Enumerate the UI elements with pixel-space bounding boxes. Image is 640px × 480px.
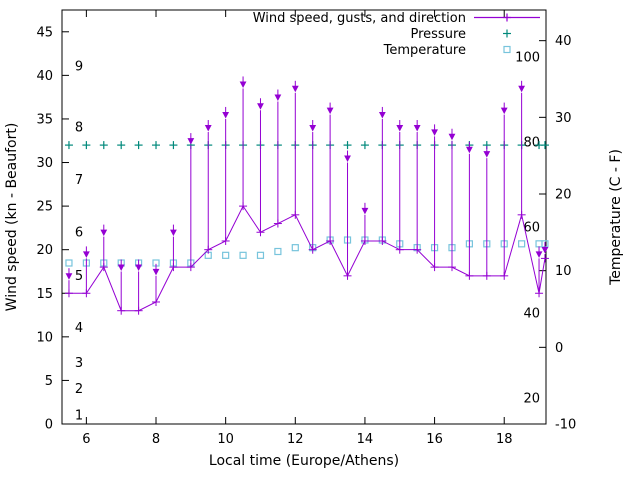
- beaufort-scale-label: 4: [75, 321, 83, 336]
- y-right-tick-label: 40: [555, 34, 572, 49]
- x-axis-label: Local time (Europe/Athens): [209, 453, 399, 469]
- x-tick-label: 14: [357, 432, 374, 447]
- legend-sample-wind: [474, 13, 540, 22]
- fahrenheit-scale-label: 60: [523, 221, 540, 236]
- wind-direction-arrow-icon: [500, 102, 508, 115]
- beaufort-scale-label: 1: [75, 408, 83, 423]
- beaufort-scale-label: 3: [75, 356, 83, 371]
- y-left-tick-label: 15: [36, 287, 53, 302]
- y-right-tick-label: 10: [555, 264, 572, 279]
- wind-direction-arrow-icon: [204, 120, 212, 132]
- wind-direction-arrow-icon: [65, 268, 73, 280]
- beaufort-scale-label: 8: [75, 121, 83, 136]
- y-left-tick-label: 25: [36, 200, 53, 215]
- wind-direction-arrow-icon: [431, 124, 438, 136]
- wind-direction-arrow-icon: [344, 150, 351, 163]
- wind-direction-arrow-icon: [518, 80, 526, 93]
- legend-sample-pressure: [503, 29, 511, 38]
- y-left-tick-label: 5: [45, 374, 53, 389]
- wind-direction-arrow-icon: [222, 106, 230, 119]
- y-left-tick-label: 40: [36, 69, 53, 84]
- wind-direction-arrow-icon: [82, 246, 90, 258]
- wind-direction-arrow-icon: [291, 80, 299, 93]
- wind-direction-arrow-icon: [152, 263, 160, 276]
- tick-labels: 6 8 10 12 14 16 18051015202530354045-100102030…: [36, 25, 576, 447]
- wind-direction-arrow-icon: [100, 224, 108, 237]
- y-left-tick-label: 0: [45, 418, 53, 433]
- fahrenheit-scale-label: 80: [523, 136, 540, 151]
- fahrenheit-scale-label: 100: [515, 51, 540, 66]
- y-right-tick-label: 0: [555, 341, 563, 356]
- wind-direction-arrow-icon: [326, 102, 334, 115]
- beaufort-scale-label: 6: [75, 225, 83, 240]
- y-right-tick-label: 20: [555, 188, 572, 203]
- wind-direction-arrow-icon: [541, 242, 549, 254]
- y-left-tick-label: 45: [36, 25, 53, 40]
- y-left-tick-label: 10: [36, 330, 53, 345]
- wind-direction-arrow-icon: [309, 120, 317, 132]
- beaufort-scale-label: 9: [75, 60, 83, 75]
- y-left-tick-label: 35: [36, 112, 53, 127]
- fahrenheit-scale-label: 20: [523, 392, 540, 407]
- wind-direction-arrow-icon: [239, 76, 247, 88]
- y-axis-label-left: Wind speed (kn - Beaufort): [4, 123, 20, 312]
- wind-direction-arrow-icon: [257, 98, 264, 110]
- wind-series: [64, 76, 549, 315]
- y-right-tick-label: -10: [555, 418, 576, 433]
- legend: Wind speed, gusts, and directionPressure…: [253, 11, 540, 58]
- wind-speed-line: [68, 205, 546, 312]
- fahrenheit-scale-label: 40: [523, 307, 540, 322]
- x-tick-label: 18: [496, 432, 513, 447]
- wind-direction-arrow-icon: [465, 141, 473, 154]
- beaufort-scale-label: 2: [75, 382, 83, 397]
- wind-direction-arrow-icon: [396, 120, 404, 132]
- x-tick-label: 8: [152, 432, 160, 447]
- beaufort-scale-label: 5: [75, 269, 83, 284]
- wind-direction-arrow-icon: [187, 133, 195, 145]
- wind-direction-arrow-icon: [413, 120, 421, 132]
- x-tick-label: 10: [217, 432, 234, 447]
- wind-direction-arrow-icon: [135, 259, 143, 271]
- y-axis-label-right: Temperature (C - F): [608, 149, 624, 286]
- legend-label-pressure: Pressure: [410, 27, 466, 42]
- wind-direction-arrow-icon: [117, 259, 125, 271]
- legend-sample-temperature: [503, 45, 511, 54]
- legend-label-temperature: Temperature: [383, 43, 466, 58]
- x-tick-label: 16: [426, 432, 443, 447]
- wind-direction-arrow-icon: [274, 89, 282, 102]
- legend-label-wind: Wind speed, gusts, and direction: [253, 11, 466, 26]
- wind-direction-arrow-icon: [170, 224, 177, 237]
- beaufort-scale-label: 7: [75, 173, 83, 188]
- x-tick-label: 12: [287, 432, 304, 447]
- wind-direction-arrow-icon: [361, 202, 369, 215]
- wind-direction-arrow-icon: [448, 128, 456, 141]
- tick-marks: [62, 10, 546, 425]
- plot-border: [61, 9, 547, 425]
- wind-direction-arrow-icon: [378, 106, 386, 119]
- x-tick-label: 6: [82, 432, 90, 447]
- pressure-series: [64, 141, 549, 150]
- y-left-tick-label: 30: [36, 156, 53, 171]
- y-right-tick-label: 30: [555, 111, 572, 126]
- wind-direction-arrow-icon: [535, 246, 543, 258]
- y-left-tick-label: 20: [36, 243, 53, 258]
- wind-direction-arrow-icon: [483, 146, 491, 158]
